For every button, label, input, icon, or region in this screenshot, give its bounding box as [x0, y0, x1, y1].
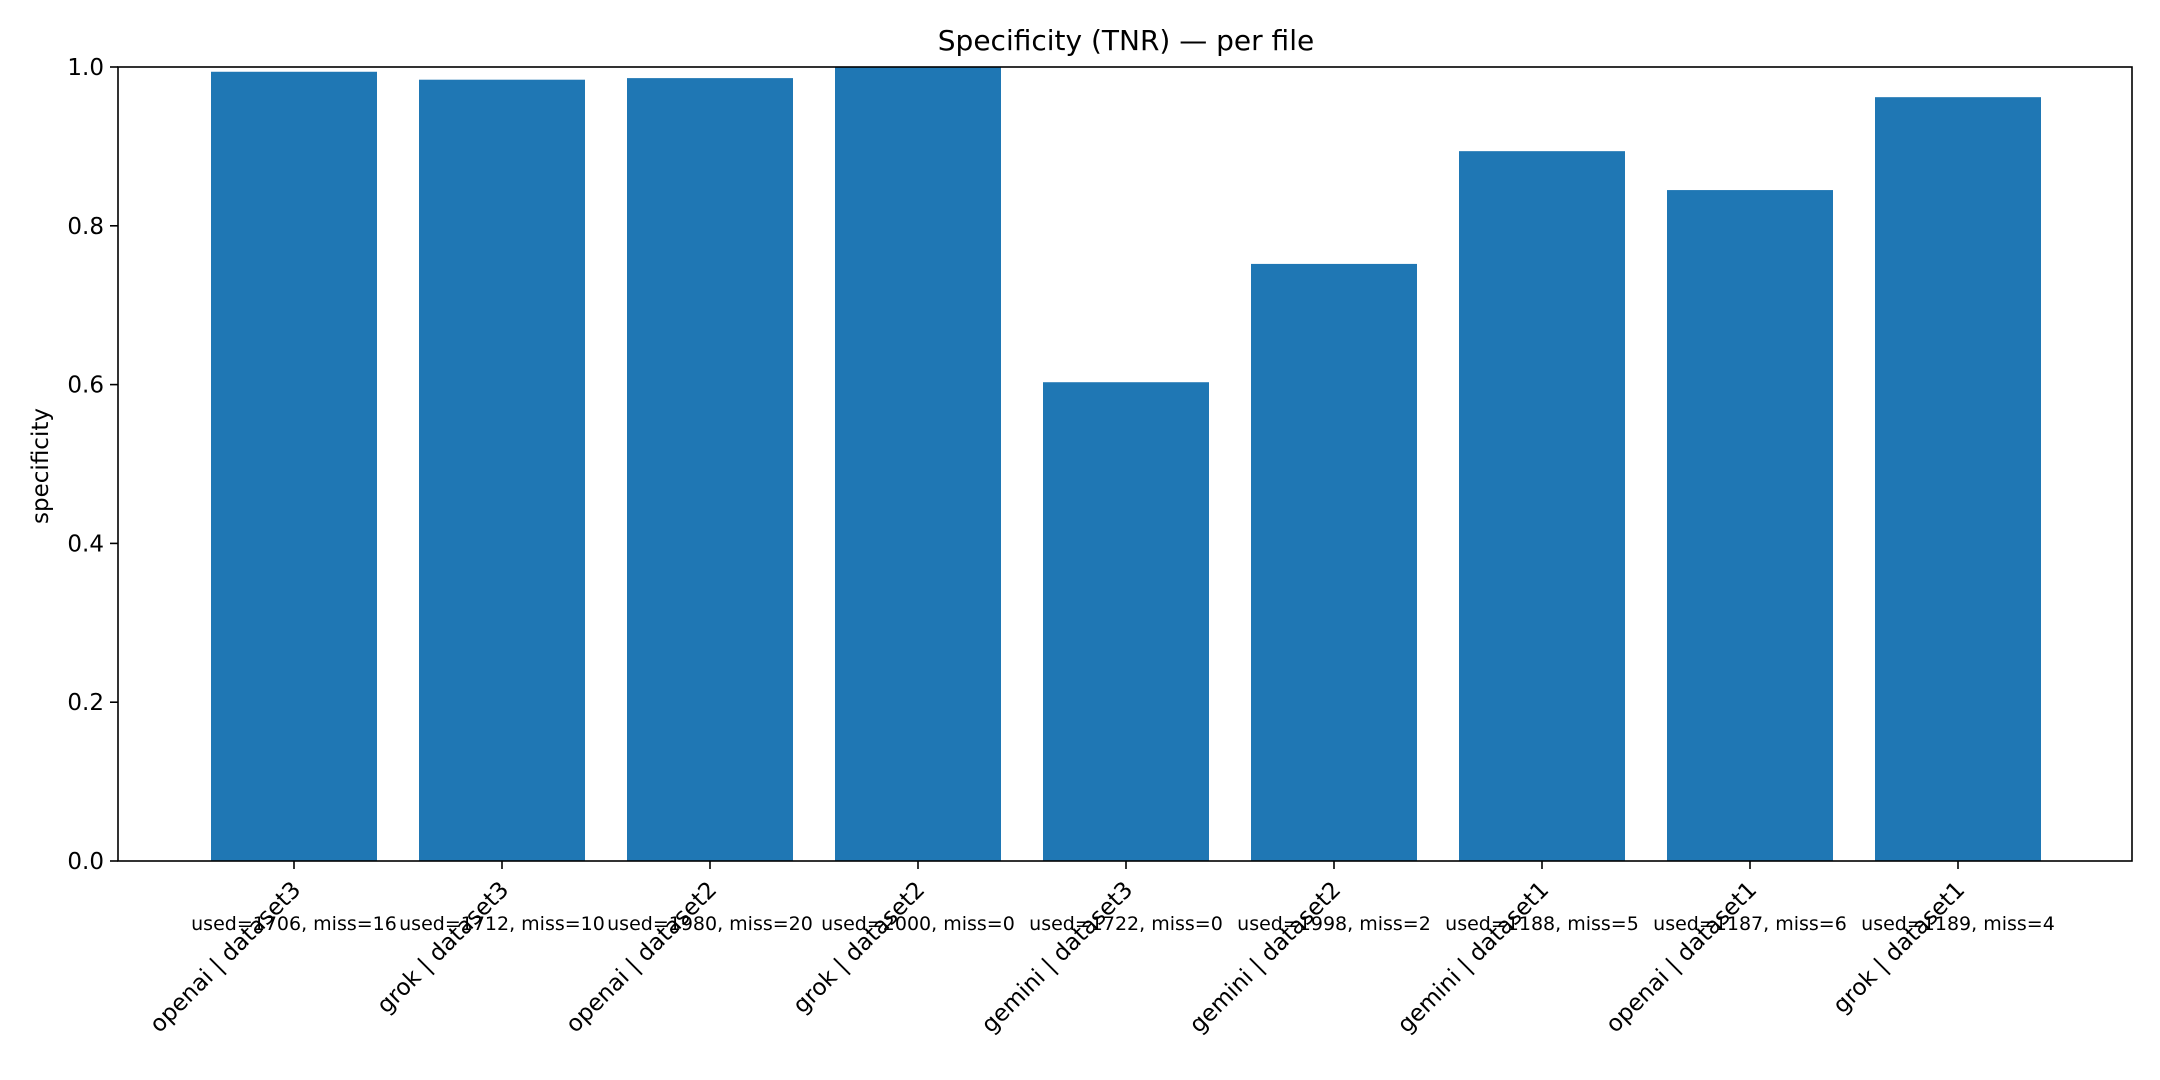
- y-tick-label: 0.0: [67, 849, 104, 875]
- bar-annotation: used=1980, miss=20: [607, 913, 813, 935]
- bar: [835, 67, 1001, 861]
- y-tick-label: 0.2: [67, 690, 104, 716]
- y-tick-label: 0.8: [67, 214, 104, 240]
- bar-annotation: used=2000, miss=0: [821, 913, 1015, 935]
- bar-annotation: used=1712, miss=10: [399, 913, 605, 935]
- x-tick-label: grok | dataset1: [1828, 877, 1970, 1019]
- bar: [1043, 382, 1209, 861]
- bar-annotation: used=1998, miss=2: [1237, 913, 1431, 935]
- x-tick-label: openai | dataset2: [561, 877, 722, 1038]
- bar: [1875, 97, 2041, 861]
- bar-annotations: used=1706, miss=16 used=1712, miss=10 used…: [191, 913, 2055, 935]
- bar-annotation: used=1189, miss=4: [1861, 913, 2055, 935]
- bar-annotation: used=1188, miss=5: [1445, 913, 1639, 935]
- bar: [1251, 263, 1417, 861]
- y-axis-label: specificity: [28, 408, 54, 524]
- y-tick-label: 0.4: [67, 531, 104, 557]
- x-tick-label: grok | dataset3: [372, 877, 514, 1019]
- bar: [627, 78, 793, 862]
- chart-title: Specificity (TNR) — per file: [938, 24, 1314, 57]
- bar: [419, 79, 585, 862]
- axes-layer: 0.0 0.2 0.4 0.6 0.8 1.0: [67, 55, 2133, 875]
- x-tick-label: gemini | dataset1: [1393, 877, 1555, 1039]
- x-tick-label: grok | dataset2: [788, 877, 930, 1019]
- y-tick-label: 0.6: [67, 373, 104, 399]
- bars-layer: [211, 67, 2041, 862]
- bar-annotation: used=1187, miss=6: [1653, 913, 1847, 935]
- x-tick-label: openai | dataset3: [145, 877, 306, 1038]
- bar: [1459, 151, 1625, 861]
- bar-annotation: used=1706, miss=16: [191, 913, 397, 935]
- x-tick-label: gemini | dataset2: [1185, 877, 1347, 1039]
- y-tick-label: 1.0: [67, 55, 104, 81]
- bar: [1667, 190, 1833, 861]
- plot-frame: [117, 66, 2133, 862]
- x-tick-labels: openai | dataset3 grok | dataset3 openai |…: [145, 877, 1970, 1039]
- x-tick-label: openai | dataset1: [1601, 877, 1762, 1038]
- bar-annotation: used=1722, miss=0: [1029, 913, 1223, 935]
- bar: [211, 71, 377, 862]
- x-tick-label: gemini | dataset3: [977, 877, 1139, 1039]
